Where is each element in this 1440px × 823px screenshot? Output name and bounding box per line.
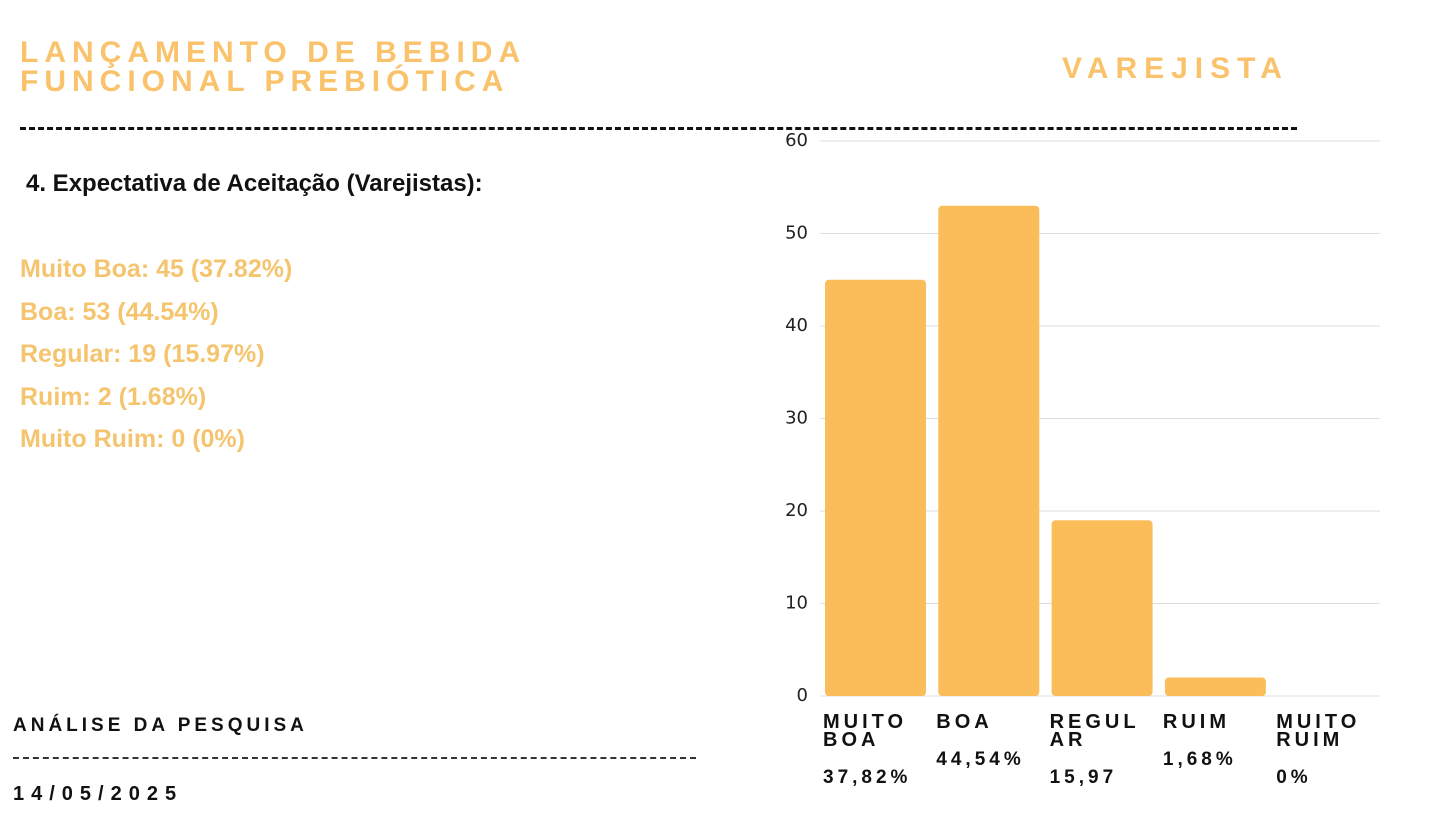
title: LANÇAMENTO DE BEBIDA FUNCIONAL PREBIÓTICA [20, 36, 527, 98]
title-line: LANÇAMENTO DE BEBIDA [20, 36, 527, 69]
x-tick-label: REGULAR [1049, 711, 1140, 751]
category: MUITO BOA 37,82% [823, 711, 927, 789]
bar [1051, 520, 1153, 696]
y-tick-label: 30 [785, 408, 808, 429]
y-tick-label: 10 [785, 593, 808, 614]
y-tick-label: 50 [785, 223, 808, 244]
x-tick-label: MUITO BOA [823, 711, 908, 751]
share-label: 15,97 [1049, 767, 1118, 788]
share-label: 1,68% [1162, 749, 1237, 770]
result-item: Muito Boa: 45 (37.82%) [20, 255, 293, 283]
category: MUITO RUIM 0% [1276, 711, 1380, 789]
result-item: Ruim: 2 (1.68%) [20, 382, 207, 411]
result-item: Regular: 19 (15.97%) [20, 340, 265, 368]
y-tick-label: 40 [785, 315, 808, 336]
divider [13, 757, 696, 759]
date: 14/05/2025 [13, 783, 184, 805]
section-heading: 4. Expectativa de Aceitação (Varejistas)… [26, 170, 483, 197]
footer-label: ANÁLISE DA PESQUISA [13, 715, 308, 736]
share-label: 44,54% [936, 749, 1025, 770]
result-item: Muito Ruim: 0 (0%) [20, 425, 245, 453]
audience: VAREJISTA [1062, 52, 1289, 85]
bar [1164, 677, 1266, 696]
bar [825, 279, 926, 696]
result-item: Boa: 53 (44.54%) [20, 297, 219, 326]
category: RUIM 1,68% [1162, 711, 1267, 771]
result-list: Muito Boa: 45 (37.82%) Boa: 53 (44.54%) Re… [20, 248, 292, 461]
y-tick-label: 20 [785, 500, 808, 521]
divider [20, 127, 1297, 130]
category: BOA 44,54% [936, 711, 1040, 771]
title-line: FUNCIONAL PREBIÓTICA [20, 65, 510, 98]
x-tick-label: RUIM [1162, 711, 1230, 733]
y-tick-label: 60 [785, 130, 808, 151]
bar [938, 205, 1040, 696]
y-tick-label: 0 [797, 685, 808, 706]
share-label: 37,82% [823, 767, 912, 788]
category: REGULAR 15,97 [1049, 711, 1154, 789]
share-label: 0% [1276, 767, 1312, 788]
x-tick-label: BOA [936, 711, 993, 733]
x-tick-label: MUITO RUIM [1276, 711, 1361, 751]
